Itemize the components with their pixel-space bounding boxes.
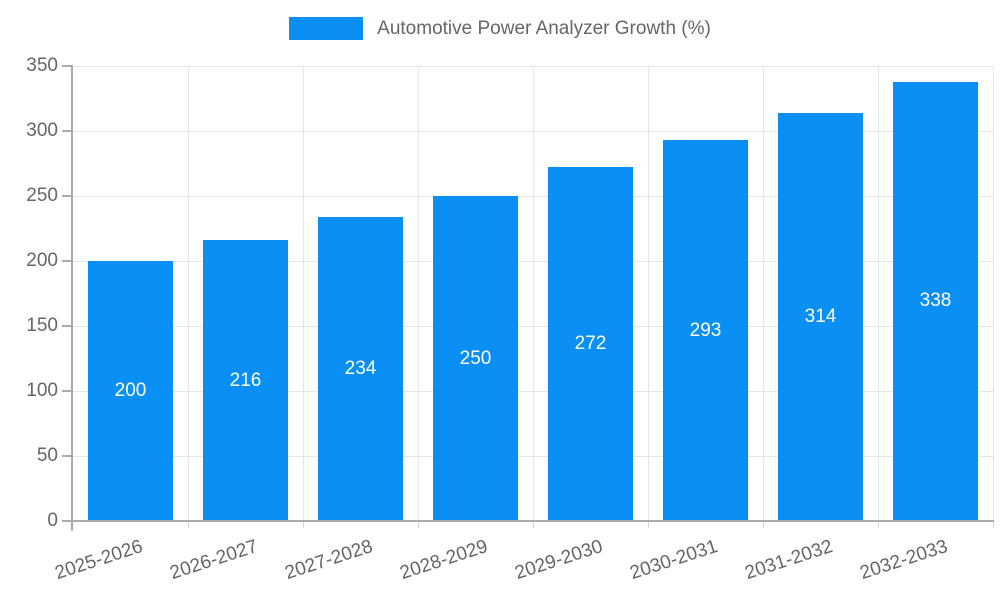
y-axis-tick (62, 325, 73, 327)
y-tick-label: 350 (26, 55, 58, 76)
y-tick-label: 100 (26, 380, 58, 401)
y-axis-tick (62, 260, 73, 262)
y-tick-label: 150 (26, 315, 58, 336)
v-gridline (647, 66, 649, 521)
v-gridline (417, 66, 419, 521)
y-tick-label: 0 (47, 510, 58, 531)
y-axis-line (71, 66, 73, 531)
y-axis-tick (62, 65, 73, 67)
bar[interactable]: 293 (663, 140, 748, 521)
bar[interactable]: 272 (548, 167, 633, 521)
x-tick-label: 2025-2026 (52, 536, 145, 585)
v-gridline (762, 66, 764, 521)
bar-value-label: 293 (689, 319, 722, 341)
x-axis-tick (302, 521, 304, 528)
y-tick-label: 250 (26, 185, 58, 206)
bar-value-label: 338 (919, 290, 952, 312)
bar[interactable]: 314 (778, 112, 863, 521)
x-axis-line (62, 520, 994, 522)
v-gridline (302, 66, 304, 521)
bar-value-label: 250 (459, 347, 492, 369)
x-axis-tick (762, 521, 764, 528)
v-gridline (992, 66, 994, 521)
legend-swatch-icon (289, 17, 364, 40)
bar-value-label: 314 (804, 305, 837, 327)
x-tick-label: 2030-2031 (627, 536, 720, 585)
chart-legend[interactable]: Automotive Power Analyzer Growth (%) (0, 17, 1000, 40)
y-axis-tick (62, 390, 73, 392)
legend-label: Automotive Power Analyzer Growth (%) (377, 18, 711, 39)
v-gridline (877, 66, 879, 521)
x-tick-label: 2032-2033 (857, 536, 950, 585)
bar-value-label: 234 (344, 357, 377, 379)
x-axis-tick (532, 521, 534, 528)
x-tick-label: 2028-2029 (397, 536, 490, 585)
bar[interactable]: 234 (318, 216, 403, 521)
y-axis-tick (62, 195, 73, 197)
v-gridline (532, 66, 534, 521)
y-tick-label: 200 (26, 250, 58, 271)
x-tick-label: 2026-2027 (167, 536, 260, 585)
v-gridline (187, 66, 189, 521)
bar[interactable]: 250 (433, 196, 518, 521)
bar[interactable]: 200 (88, 261, 173, 521)
bar-value-label: 272 (574, 333, 607, 355)
bar[interactable]: 216 (203, 240, 288, 521)
bar[interactable]: 338 (893, 81, 978, 521)
x-tick-label: 2027-2028 (282, 536, 375, 585)
bar-value-label: 200 (114, 380, 147, 401)
y-axis-tick (62, 130, 73, 132)
y-axis-tick (62, 455, 73, 457)
x-axis-tick (417, 521, 419, 528)
x-axis-tick (647, 521, 649, 528)
x-axis-tick (187, 521, 189, 528)
x-tick-label: 2029-2030 (512, 536, 605, 585)
x-axis-tick (877, 521, 879, 528)
y-tick-label: 300 (26, 120, 58, 141)
x-axis-tick (992, 521, 994, 528)
bar-value-label: 216 (229, 369, 262, 391)
x-tick-label: 2031-2032 (742, 536, 835, 585)
y-tick-label: 50 (36, 445, 58, 466)
